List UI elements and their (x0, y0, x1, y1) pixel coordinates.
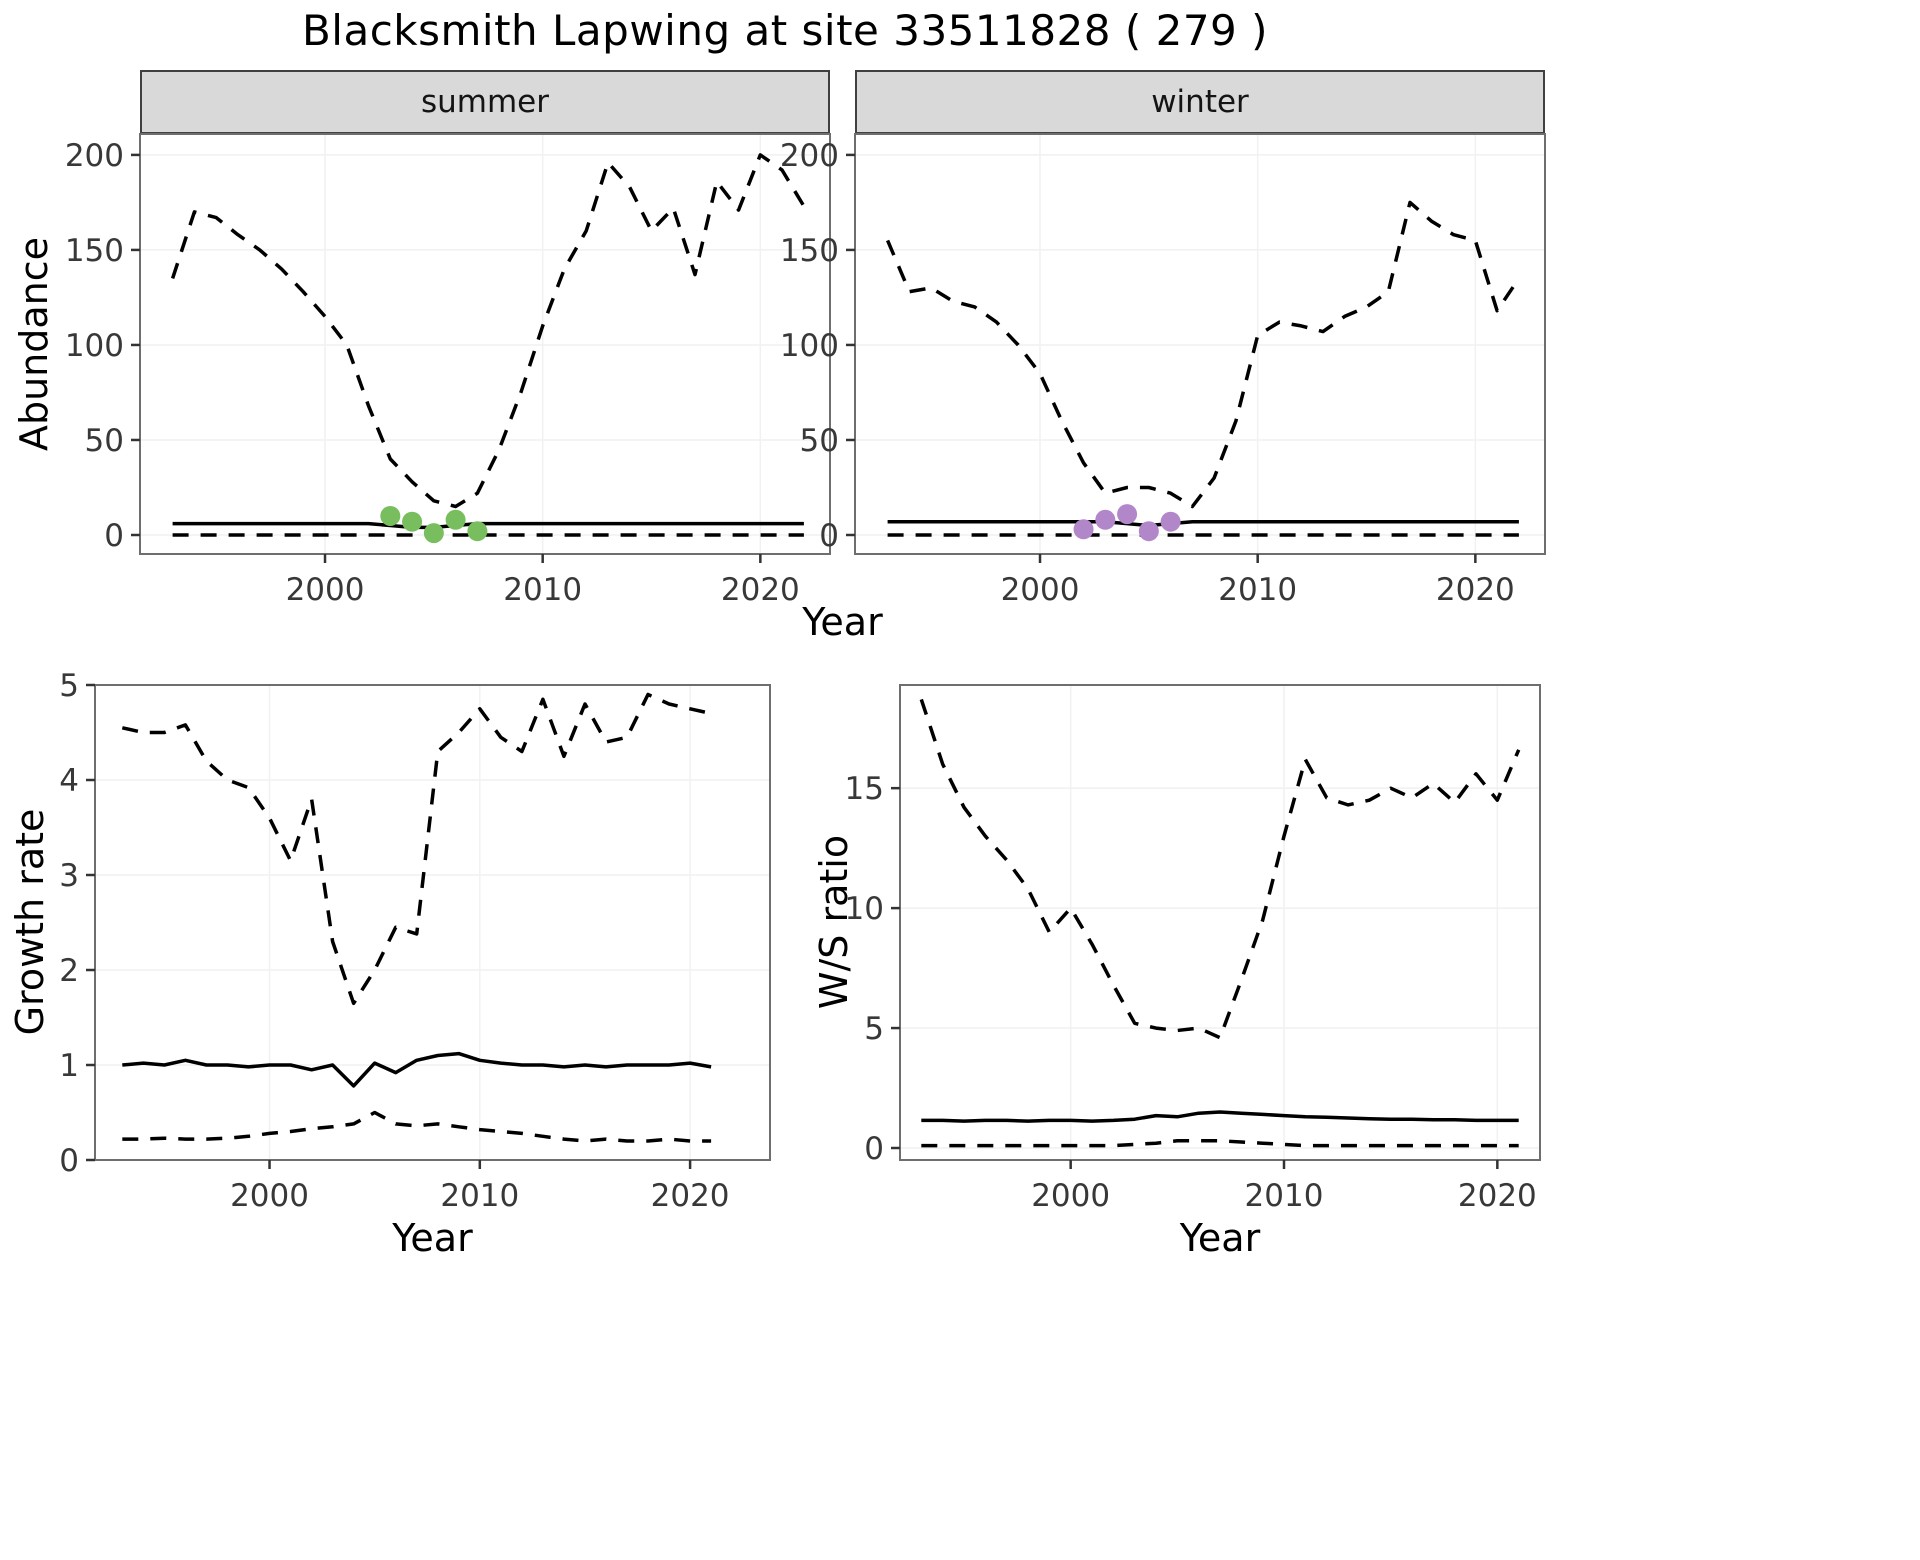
y-tick-label: 1 (59, 1048, 79, 1084)
panel-border (899, 684, 1541, 1161)
y-tick-label: 200 (65, 138, 124, 174)
y-tick-label: 15 (845, 771, 884, 807)
y-tick-label: 0 (864, 1131, 884, 1167)
growth_rate-upper_ci-line (121, 692, 712, 1006)
y-tick-label: 3 (59, 858, 79, 894)
facet-strip-summer: summer (140, 70, 830, 134)
abundance_winter-median-line (887, 519, 1519, 528)
x-tick-label: 2000 (230, 1178, 309, 1214)
x-tick-label: 2020 (1436, 572, 1515, 608)
abundance_summer-data-point (380, 505, 401, 526)
y-tick-label: 50 (85, 423, 124, 459)
y-tick-label: 100 (65, 328, 124, 364)
x-tick-label: 2020 (651, 1178, 730, 1214)
x-tick-label: 2000 (1001, 572, 1080, 608)
facet-strip-summer-label: summer (420, 84, 549, 120)
y-tick-label: 5 (59, 668, 79, 704)
chart-title: Blacksmith Lapwing at site 33511828 ( 27… (301, 6, 1268, 55)
abundance_winter-data-point (1138, 521, 1159, 542)
y-tick-label: 0 (104, 518, 124, 554)
y-tick-label: 0 (59, 1143, 79, 1179)
ws_ratio-median-line (921, 1110, 1519, 1123)
x-tick-label: 2010 (503, 572, 582, 608)
facet-strip-winter: winter (855, 70, 1545, 134)
panel-border (854, 133, 1546, 555)
x-tick-label: 2020 (1458, 1178, 1537, 1214)
abundance_winter-upper_ci-line (885, 200, 1521, 509)
ws-x-axis-label: Year (1179, 1216, 1261, 1260)
y-tick-label: 100 (780, 328, 839, 364)
x-tick-label: 2000 (286, 572, 365, 608)
x-tick-label: 2010 (440, 1178, 519, 1214)
abundance_summer-median-line (172, 521, 804, 530)
abundance_summer-upper_ci-line (170, 153, 806, 509)
abundance_summer-data-point (467, 521, 488, 542)
growth_rate-lower_ci-line (122, 1110, 712, 1143)
y-tick-label: 5 (864, 1011, 884, 1047)
panel-ws_ratio: 2000 2010 2020 0 5 10 15 (845, 684, 1541, 1214)
y-tick-label: 10 (845, 891, 884, 927)
x-tick-label: 2020 (721, 572, 800, 608)
y-tick-label: 200 (780, 138, 839, 174)
ws_ratio-upper_ci-line (919, 698, 1521, 1040)
abundance_winter-data-point (1095, 509, 1116, 530)
y-tick-label: 2 (59, 953, 79, 989)
x-tick-label: 2010 (1218, 572, 1297, 608)
abundance_summer-data-point (423, 523, 444, 544)
y-tick-label: 150 (780, 233, 839, 269)
growth_rate-median-line (122, 1051, 712, 1088)
abundance_winter-data-point (1160, 511, 1181, 532)
x-tick-label: 2000 (1031, 1178, 1110, 1214)
y-tick-label: 4 (59, 763, 79, 799)
y-tick-label: 0 (819, 518, 839, 554)
panel-border (94, 684, 771, 1161)
abundance_winter-data-point (1117, 504, 1138, 525)
x-tick-label: 2010 (1245, 1178, 1324, 1214)
abundance_summer-data-point (445, 509, 466, 530)
panel-abundance_winter: 2000 2010 2020 0 50 100 150 200 (780, 133, 1546, 608)
panel-abundance_summer: 2000 2010 2020 0 50 100 150 200 (65, 133, 831, 608)
ws_ratio-lower_ci-line (921, 1139, 1519, 1148)
abundance_summer-data-point (402, 511, 423, 532)
panel-growth_rate: 2000 2010 2020 0 1 2 3 4 5 (59, 668, 771, 1214)
abundance-x-axis-label: Year (802, 600, 883, 644)
y-tick-label: 150 (65, 233, 124, 269)
facet-strip-winter-label: winter (1151, 84, 1249, 120)
y-tick-label: 50 (800, 423, 839, 459)
growth-x-axis-label: Year (392, 1216, 473, 1260)
abundance_winter-data-point (1073, 519, 1094, 540)
